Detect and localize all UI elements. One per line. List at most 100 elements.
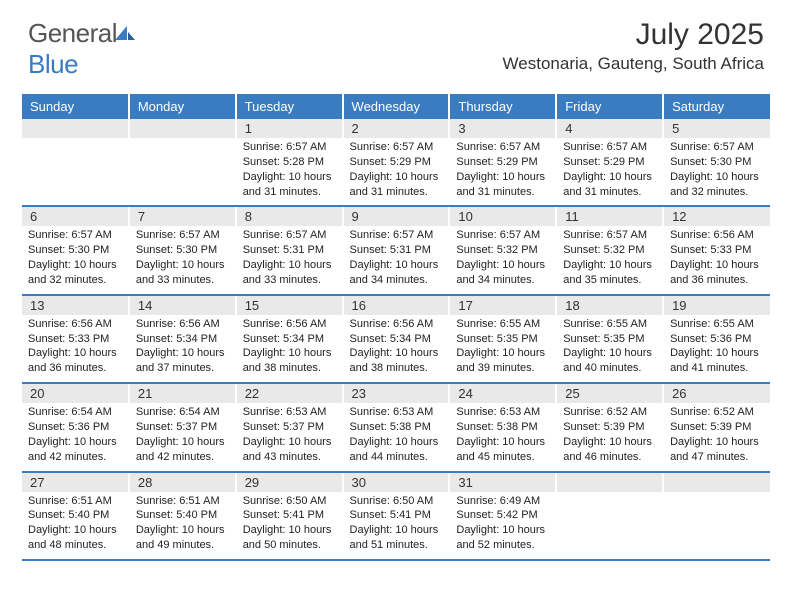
daylight-line: Daylight: 10 hours and 37 minutes. — [136, 346, 229, 376]
calendar-cell — [556, 472, 663, 560]
cell-body: Sunrise: 6:50 AMSunset: 5:41 PMDaylight:… — [344, 492, 449, 559]
sunset-line: Sunset: 5:36 PM — [670, 332, 764, 347]
cell-body: Sunrise: 6:57 AMSunset: 5:30 PMDaylight:… — [130, 226, 235, 293]
calendar-cell: 20Sunrise: 6:54 AMSunset: 5:36 PMDayligh… — [22, 383, 129, 471]
day-number: 1 — [237, 119, 342, 138]
day-number — [664, 473, 770, 492]
sunset-line: Sunset: 5:39 PM — [563, 420, 656, 435]
sunset-line: Sunset: 5:40 PM — [28, 508, 122, 523]
cell-body: Sunrise: 6:57 AMSunset: 5:31 PMDaylight:… — [344, 226, 449, 293]
cell-body: Sunrise: 6:51 AMSunset: 5:40 PMDaylight:… — [130, 492, 235, 559]
cell-body: Sunrise: 6:53 AMSunset: 5:38 PMDaylight:… — [344, 403, 449, 470]
daylight-line: Daylight: 10 hours and 47 minutes. — [670, 435, 764, 465]
sunset-line: Sunset: 5:30 PM — [28, 243, 122, 258]
day-number: 31 — [450, 473, 555, 492]
day-header: Tuesday — [236, 94, 343, 119]
sunrise-line: Sunrise: 6:51 AM — [136, 494, 229, 509]
calendar-cell: 10Sunrise: 6:57 AMSunset: 5:32 PMDayligh… — [449, 206, 556, 294]
day-number: 5 — [664, 119, 770, 138]
sunset-line: Sunset: 5:32 PM — [456, 243, 549, 258]
day-number: 4 — [557, 119, 662, 138]
cell-body: Sunrise: 6:51 AMSunset: 5:40 PMDaylight:… — [22, 492, 128, 559]
calendar-cell: 8Sunrise: 6:57 AMSunset: 5:31 PMDaylight… — [236, 206, 343, 294]
sunrise-line: Sunrise: 6:55 AM — [563, 317, 656, 332]
cell-body: Sunrise: 6:54 AMSunset: 5:36 PMDaylight:… — [22, 403, 128, 470]
sunset-line: Sunset: 5:38 PM — [350, 420, 443, 435]
calendar-week-row: 27Sunrise: 6:51 AMSunset: 5:40 PMDayligh… — [22, 472, 770, 560]
daylight-line: Daylight: 10 hours and 40 minutes. — [563, 346, 656, 376]
calendar-cell: 2 Sunrise: 6:57 AMSunset: 5:29 PMDaylight… — [343, 119, 450, 206]
day-number — [22, 119, 128, 138]
cell-body: Sunrise: 6:57 AMSunset: 5:29 PMDaylight:… — [450, 138, 555, 205]
day-header: Saturday — [663, 94, 770, 119]
calendar-cell: 21Sunrise: 6:54 AMSunset: 5:37 PMDayligh… — [129, 383, 236, 471]
sunrise-line: Sunrise: 6:53 AM — [243, 405, 336, 420]
day-number: 12 — [664, 207, 770, 226]
cell-body: Sunrise: 6:57 AMSunset: 5:31 PMDaylight:… — [237, 226, 342, 293]
daylight-line: Daylight: 10 hours and 31 minutes. — [456, 170, 549, 200]
day-number: 24 — [450, 384, 555, 403]
day-number: 19 — [664, 296, 770, 315]
calendar-cell: 6Sunrise: 6:57 AMSunset: 5:30 PMDaylight… — [22, 206, 129, 294]
daylight-line: Daylight: 10 hours and 44 minutes. — [350, 435, 443, 465]
logo: GeneralBlue — [28, 18, 137, 80]
day-number: 7 — [130, 207, 235, 226]
day-number: 18 — [557, 296, 662, 315]
cell-body: Sunrise: 6:56 AMSunset: 5:34 PMDaylight:… — [237, 315, 342, 382]
cell-body — [557, 492, 662, 552]
sunrise-line: Sunrise: 6:57 AM — [563, 228, 656, 243]
calendar-cell: 23Sunrise: 6:53 AMSunset: 5:38 PMDayligh… — [343, 383, 450, 471]
daylight-line: Daylight: 10 hours and 38 minutes. — [350, 346, 443, 376]
cell-body: Sunrise: 6:57 AMSunset: 5:29 PMDaylight:… — [557, 138, 662, 205]
sunrise-line: Sunrise: 6:55 AM — [670, 317, 764, 332]
sunrise-line: Sunrise: 6:57 AM — [456, 140, 549, 155]
sunset-line: Sunset: 5:30 PM — [136, 243, 229, 258]
day-number: 20 — [22, 384, 128, 403]
sunset-line: Sunset: 5:39 PM — [670, 420, 764, 435]
calendar-cell: 19Sunrise: 6:55 AMSunset: 5:36 PMDayligh… — [663, 295, 770, 383]
cell-body: Sunrise: 6:55 AMSunset: 5:35 PMDaylight:… — [557, 315, 662, 382]
calendar-header-row: SundayMondayTuesdayWednesdayThursdayFrid… — [22, 94, 770, 119]
calendar-cell: 5Sunrise: 6:57 AMSunset: 5:30 PMDaylight… — [663, 119, 770, 206]
sunset-line: Sunset: 5:37 PM — [136, 420, 229, 435]
calendar-cell: 18Sunrise: 6:55 AMSunset: 5:35 PMDayligh… — [556, 295, 663, 383]
daylight-line: Daylight: 10 hours and 31 minutes. — [350, 170, 443, 200]
day-header: Friday — [556, 94, 663, 119]
daylight-line: Daylight: 10 hours and 46 minutes. — [563, 435, 656, 465]
daylight-line: Daylight: 10 hours and 45 minutes. — [456, 435, 549, 465]
daylight-line: Daylight: 10 hours and 42 minutes. — [136, 435, 229, 465]
sunset-line: Sunset: 5:29 PM — [350, 155, 443, 170]
month-title: July 2025 — [503, 18, 764, 52]
sunset-line: Sunset: 5:32 PM — [563, 243, 656, 258]
daylight-line: Daylight: 10 hours and 33 minutes. — [136, 258, 229, 288]
logo-text: GeneralBlue — [28, 18, 137, 80]
sunrise-line: Sunrise: 6:52 AM — [670, 405, 764, 420]
day-number: 16 — [344, 296, 449, 315]
sunset-line: Sunset: 5:41 PM — [243, 508, 336, 523]
sunrise-line: Sunrise: 6:57 AM — [670, 140, 764, 155]
sunset-line: Sunset: 5:35 PM — [563, 332, 656, 347]
sunset-line: Sunset: 5:34 PM — [350, 332, 443, 347]
day-header: Wednesday — [343, 94, 450, 119]
sunrise-line: Sunrise: 6:52 AM — [563, 405, 656, 420]
sunrise-line: Sunrise: 6:56 AM — [28, 317, 122, 332]
sunrise-line: Sunrise: 6:53 AM — [350, 405, 443, 420]
day-number: 21 — [130, 384, 235, 403]
cell-body — [664, 492, 770, 552]
cell-body: Sunrise: 6:56 AMSunset: 5:33 PMDaylight:… — [664, 226, 770, 293]
sunset-line: Sunset: 5:42 PM — [456, 508, 549, 523]
daylight-line: Daylight: 10 hours and 35 minutes. — [563, 258, 656, 288]
sunrise-line: Sunrise: 6:57 AM — [350, 140, 443, 155]
cell-body: Sunrise: 6:53 AMSunset: 5:38 PMDaylight:… — [450, 403, 555, 470]
sunrise-line: Sunrise: 6:53 AM — [456, 405, 549, 420]
day-number: 2 — [344, 119, 449, 138]
sunrise-line: Sunrise: 6:51 AM — [28, 494, 122, 509]
day-header: Monday — [129, 94, 236, 119]
daylight-line: Daylight: 10 hours and 36 minutes. — [28, 346, 122, 376]
daylight-line: Daylight: 10 hours and 36 minutes. — [670, 258, 764, 288]
sunset-line: Sunset: 5:40 PM — [136, 508, 229, 523]
calendar-week-row: 20Sunrise: 6:54 AMSunset: 5:36 PMDayligh… — [22, 383, 770, 471]
sunset-line: Sunset: 5:36 PM — [28, 420, 122, 435]
sunrise-line: Sunrise: 6:50 AM — [350, 494, 443, 509]
cell-body: Sunrise: 6:54 AMSunset: 5:37 PMDaylight:… — [130, 403, 235, 470]
